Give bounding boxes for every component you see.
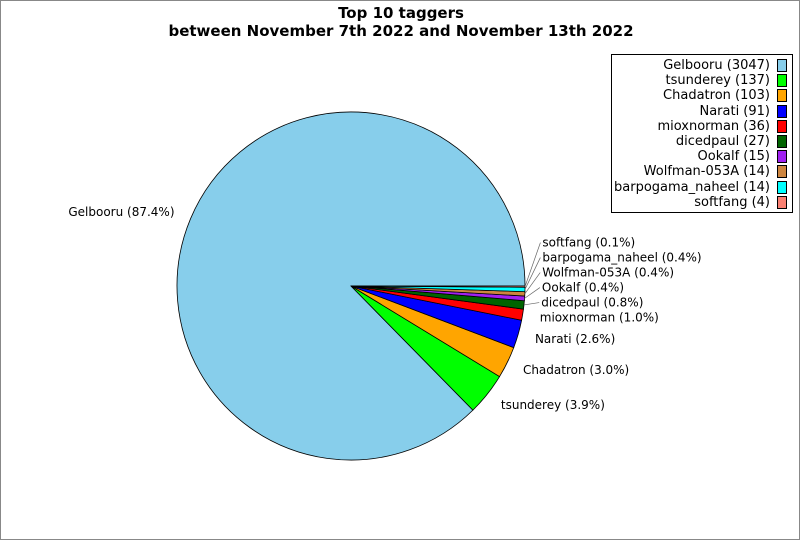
slice-label-Gelbooru: Gelbooru (87.4%) [68,205,174,219]
slice-label-Ookalf: Ookalf (0.4%) [542,281,624,295]
slice-label-Wolfman-053A: Wolfman-053A (0.4%) [542,266,674,280]
legend-entry-Chadatron: Chadatron (103) [612,88,792,103]
slice-label-softfang: softfang (0.1%) [542,236,635,250]
legend-entry-Wolfman-053A: Wolfman-053A (14) [612,164,792,179]
legend-label: softfang (4) [694,194,770,210]
legend-label: dicedpaul (27) [675,134,770,150]
title-line-1: Top 10 taggers [338,4,464,22]
legend-label: barpogama_naheel (14) [614,179,770,195]
legend-swatch [777,135,787,149]
legend-entry-softfang: softfang (4) [612,195,792,210]
slice-label-barpogama_naheel: barpogama_naheel (0.4%) [542,251,701,265]
chart-title: Top 10 taggers between November 7th 2022… [1,4,800,40]
slice-label-tsunderey: tsunderey (3.9%) [501,398,605,412]
legend-swatch [777,119,787,133]
legend-entry-Gelbooru: Gelbooru (3047) [612,58,792,73]
leader-line-softfang [524,242,541,287]
legend-label: Ookalf (15) [697,149,770,165]
legend: Gelbooru (3047) tsunderey (137) Chadatron … [611,54,793,213]
legend-swatch [777,165,787,179]
legend-swatch [777,59,787,73]
legend-label: Chadatron (103) [663,88,770,104]
slice-label-dicedpaul: dicedpaul (0.8%) [541,296,643,310]
legend-entry-Narati: Narati (91) [612,104,792,119]
leader-line-barpogama_naheel [524,257,541,290]
legend-label: tsunderey (137) [665,73,770,89]
legend-swatch [777,104,787,118]
slice-label-Narati: Narati (2.6%) [535,332,615,346]
legend-label: Narati (91) [699,103,770,119]
legend-entry-barpogama_naheel: barpogama_naheel (14) [612,180,792,195]
legend-swatch [777,74,787,88]
legend-swatch [777,89,787,103]
legend-label: mioxnorman (36) [657,118,770,134]
leader-line-dicedpaul [523,302,540,306]
legend-entry-tsunderey: tsunderey (137) [612,73,792,88]
slice-label-mioxnorman: mioxnorman (1.0%) [540,311,659,325]
legend-entry-Ookalf: Ookalf (15) [612,149,792,164]
leader-line-Ookalf [524,287,541,299]
legend-label: Wolfman-053A (14) [643,164,770,180]
legend-swatch [777,195,787,209]
legend-entry-mioxnorman: mioxnorman (36) [612,119,792,134]
legend-swatch [777,180,787,194]
slice-label-Chadatron: Chadatron (3.0%) [523,363,629,377]
legend-entry-dicedpaul: dicedpaul (27) [612,134,792,149]
leader-line-Wolfman-053A [524,272,541,295]
title-line-2: between November 7th 2022 and November 1… [168,22,634,40]
legend-label: Gelbooru (3047) [663,58,770,74]
legend-swatch [777,150,787,164]
